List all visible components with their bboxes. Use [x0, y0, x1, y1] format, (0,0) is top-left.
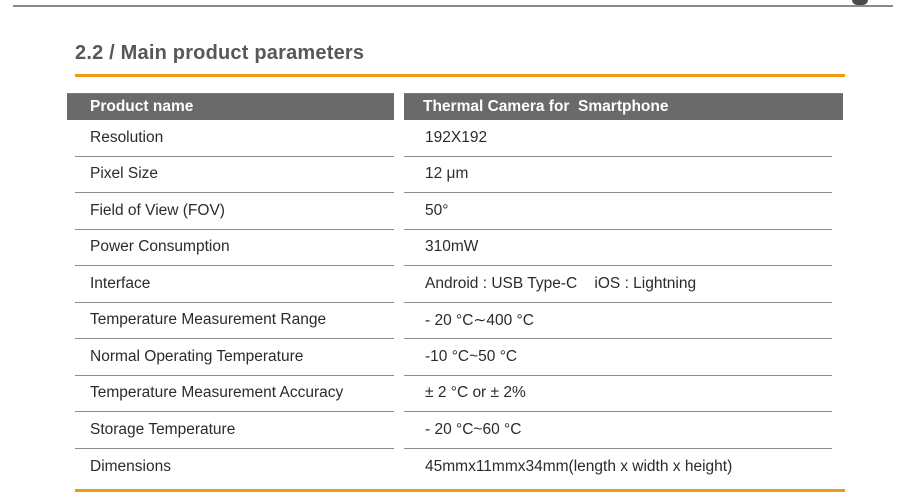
table-row: Storage Temperature - 20 °C~60 °C	[67, 412, 843, 449]
parameter-label: Normal Operating Temperature	[90, 347, 304, 365]
table-header-product-name-label: Product name	[90, 98, 194, 115]
parameter-label: Resolution	[90, 128, 164, 146]
parameter-label: Pixel Size	[90, 165, 159, 183]
table-row-value-cell: Android : USB Type-C iOS : Lightning	[404, 266, 832, 303]
parameter-value: 50°	[425, 201, 449, 219]
table-row-label-cell: Resolution	[75, 120, 394, 157]
cutoff-header-glyph	[852, 0, 868, 5]
table-row: Field of View (FOV) 50°	[67, 193, 843, 230]
table-row: Power Consumption 310mW	[67, 230, 843, 267]
table-header-product-value: Thermal Camera for Smartphone	[404, 93, 843, 120]
table-column-gap	[394, 193, 404, 230]
table-header-row: Product name Thermal Camera for Smartpho…	[67, 93, 843, 120]
parameter-value: ± 2 °C or ± 2%	[425, 384, 526, 402]
table-row-value-cell: 45mmx11mmx34mm(length x width x height)	[404, 449, 832, 486]
table-row: Interface Android : USB Type-C iOS : Lig…	[67, 266, 843, 303]
section-title: 2.2 / Main product parameters	[75, 42, 365, 64]
parameter-label: Field of View (FOV)	[90, 201, 225, 219]
parameter-value: - 20 °C∼400 °C	[425, 311, 534, 329]
table-row-label-cell: Storage Temperature	[75, 412, 394, 449]
table-row-value-cell: 192X192	[404, 120, 832, 157]
table-row-label-cell: Temperature Measurement Range	[75, 303, 394, 339]
table-row-value-cell: 12 μm	[404, 157, 832, 193]
page-top-rule	[13, 5, 893, 7]
table-column-gap	[394, 412, 404, 449]
table-column-gap	[394, 303, 404, 340]
parameter-label: Dimensions	[90, 457, 171, 475]
table-row-value-cell: 50°	[404, 193, 832, 230]
parameter-value: -10 °C~50 °C	[425, 347, 518, 365]
title-underline-rule	[75, 74, 845, 77]
table-column-gap	[394, 157, 404, 194]
parameter-value: 310mW	[425, 238, 479, 256]
table-column-gap	[394, 230, 404, 267]
table-row: Normal Operating Temperature -10 °C~50 °…	[67, 339, 843, 376]
table-row-label-cell: Field of View (FOV)	[75, 193, 394, 230]
table-row: Temperature Measurement Accuracy ± 2 °C …	[67, 376, 843, 413]
parameter-value: Android : USB Type-C iOS : Lightning	[425, 274, 697, 292]
parameter-value: 45mmx11mmx34mm(length x width x height)	[425, 457, 733, 475]
table-body: Resolution 192X192 Pixel Size 12 μm Fiel…	[67, 120, 843, 485]
table-row-label-cell: Temperature Measurement Accuracy	[75, 376, 394, 412]
table-row-label-cell: Dimensions	[75, 449, 394, 486]
table-column-gap	[394, 449, 404, 486]
parameter-label: Temperature Measurement Accuracy	[90, 384, 344, 402]
table-header-product-value-label: Thermal Camera for Smartphone	[423, 98, 669, 115]
parameter-value: 12 μm	[425, 165, 469, 183]
table-row-value-cell: - 20 °C~60 °C	[404, 412, 832, 449]
table-column-gap	[394, 120, 404, 157]
parameter-value: 192X192	[425, 128, 488, 146]
table-row: Temperature Measurement Range - 20 °C∼40…	[67, 303, 843, 340]
parameter-label: Storage Temperature	[90, 420, 236, 438]
page-bottom-rule	[75, 489, 845, 492]
table-row-value-cell: - 20 °C∼400 °C	[404, 303, 832, 339]
table-row-value-cell: -10 °C~50 °C	[404, 339, 832, 376]
table-row-value-cell: ± 2 °C or ± 2%	[404, 376, 832, 412]
table-row: Dimensions 45mmx11mmx34mm(length x width…	[67, 449, 843, 486]
table-column-gap	[394, 376, 404, 413]
table-column-gap	[394, 339, 404, 376]
table-row-label-cell: Interface	[75, 266, 394, 303]
table-header-product-name: Product name	[67, 93, 394, 120]
table-column-gap	[394, 93, 404, 120]
table-row-label-cell: Normal Operating Temperature	[75, 339, 394, 376]
table-row-label-cell: Power Consumption	[75, 230, 394, 266]
product-parameters-table: Product name Thermal Camera for Smartpho…	[67, 93, 843, 485]
table-column-gap	[394, 266, 404, 303]
parameter-value: - 20 °C~60 °C	[425, 420, 522, 438]
parameter-label: Interface	[90, 274, 151, 292]
table-row: Resolution 192X192	[67, 120, 843, 157]
table-row-value-cell: 310mW	[404, 230, 832, 266]
parameter-label: Temperature Measurement Range	[90, 311, 327, 329]
parameter-label: Power Consumption	[90, 238, 230, 256]
table-row-label-cell: Pixel Size	[75, 157, 394, 193]
table-row: Pixel Size 12 μm	[67, 157, 843, 194]
